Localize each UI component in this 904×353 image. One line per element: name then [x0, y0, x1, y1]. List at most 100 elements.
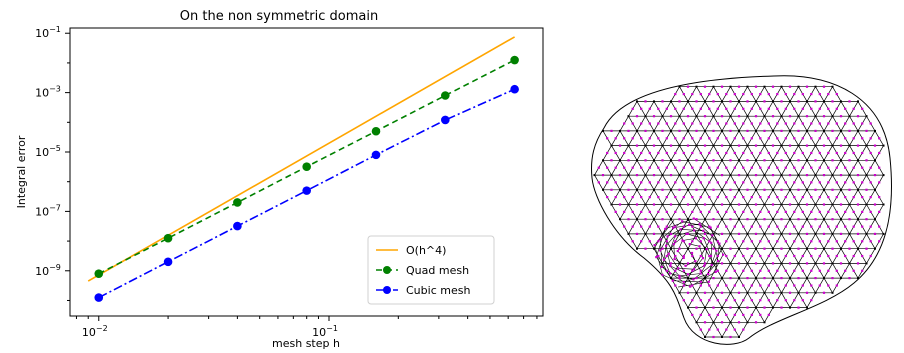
- mesh-node: [763, 277, 766, 280]
- mesh-node: [666, 235, 669, 238]
- mesh-node: [793, 166, 796, 169]
- mesh-node: [822, 174, 826, 177]
- mesh-node: [822, 203, 826, 206]
- mesh-node: [678, 115, 681, 118]
- mesh-node: [695, 129, 698, 132]
- mesh-node: [631, 137, 634, 140]
- mesh-node: [682, 254, 685, 258]
- mesh-node: [648, 107, 651, 110]
- mesh-node: [702, 237, 705, 240]
- mesh-node: [839, 115, 843, 118]
- mesh-node: [695, 174, 698, 177]
- mesh-node: [814, 144, 817, 147]
- mesh-node: [682, 299, 685, 302]
- mesh-node: [593, 174, 596, 177]
- mesh-node: [708, 107, 711, 110]
- mesh-node: [839, 174, 843, 177]
- series-1-point-4: [371, 126, 381, 136]
- mesh-node: [704, 159, 706, 162]
- mesh-node: [699, 196, 702, 199]
- mesh-node: [835, 240, 838, 243]
- mesh-node: [827, 254, 830, 258]
- mesh-node: [623, 225, 626, 228]
- mesh-node: [882, 144, 885, 147]
- mesh-node: [627, 174, 630, 177]
- mesh-node: [695, 159, 698, 162]
- mesh-node: [725, 313, 728, 316]
- mesh-node: [681, 220, 684, 223]
- mesh-node: [716, 254, 719, 258]
- mesh-node: [627, 129, 630, 132]
- mesh-node: [839, 203, 843, 206]
- mesh-node: [691, 107, 694, 110]
- mesh-node: [750, 196, 753, 199]
- mesh-node: [763, 144, 766, 147]
- mesh-node: [708, 284, 711, 287]
- mesh-node: [725, 196, 728, 199]
- mesh-node: [725, 225, 728, 228]
- mesh-node: [823, 129, 825, 132]
- mesh-node: [653, 247, 655, 250]
- mesh-node: [720, 85, 724, 88]
- mesh-node: [698, 245, 701, 248]
- mesh-node: [690, 251, 694, 255]
- mesh-node: [805, 174, 809, 177]
- mesh-node: [750, 210, 753, 213]
- mesh-node: [827, 225, 830, 228]
- mesh-node: [720, 232, 724, 235]
- mesh-node: [767, 107, 770, 110]
- mesh-node: [840, 277, 842, 280]
- mesh-node: [720, 144, 724, 147]
- mesh-node: [852, 240, 855, 243]
- mesh-node: [814, 232, 817, 235]
- mesh-node: [682, 256, 685, 259]
- mesh-node: [682, 225, 685, 228]
- mesh-node: [823, 247, 825, 250]
- mesh-node: [818, 137, 821, 140]
- mesh-node: [793, 122, 796, 125]
- mesh-node: [818, 240, 821, 243]
- mesh-node: [852, 122, 855, 125]
- mesh-node: [703, 262, 707, 265]
- mesh-node: [844, 269, 847, 272]
- mesh-node: [729, 174, 732, 177]
- mesh-node: [716, 137, 719, 140]
- mesh-node: [797, 188, 800, 191]
- mesh-node: [818, 122, 821, 125]
- mesh-node: [691, 299, 694, 302]
- mesh-node: [691, 151, 694, 155]
- mesh-node: [742, 269, 745, 272]
- mesh-node: [831, 247, 834, 250]
- mesh-node: [703, 291, 707, 294]
- mesh-node: [725, 328, 728, 331]
- mesh-node: [831, 188, 834, 191]
- mesh-node: [882, 203, 885, 206]
- mesh-node: [754, 291, 758, 294]
- mesh-node: [759, 137, 762, 140]
- mesh-node: [848, 144, 851, 147]
- mesh-node: [746, 321, 749, 324]
- mesh-node: [848, 115, 851, 118]
- mesh-node: [674, 151, 677, 155]
- series-1-point-6: [510, 55, 519, 65]
- mesh-node: [818, 210, 821, 213]
- mesh-node: [708, 328, 711, 331]
- mesh-node: [844, 196, 847, 199]
- mesh-node: [678, 274, 681, 277]
- mesh-node: [693, 268, 696, 271]
- mesh-node: [814, 174, 817, 177]
- mesh-node: [767, 299, 770, 302]
- mesh-node: [746, 203, 749, 206]
- mesh-node: [652, 144, 656, 147]
- mesh-node: [738, 100, 740, 103]
- mesh-node: [699, 254, 702, 258]
- mesh-node: [793, 240, 796, 243]
- mesh-node: [729, 203, 732, 206]
- mesh-node: [759, 240, 762, 243]
- mesh-node: [703, 144, 707, 147]
- y-tick-label: 10−7: [35, 203, 61, 218]
- mesh-node: [831, 232, 834, 235]
- mesh-node: [848, 203, 851, 206]
- mesh-node: [789, 100, 791, 103]
- mesh-node: [767, 181, 770, 184]
